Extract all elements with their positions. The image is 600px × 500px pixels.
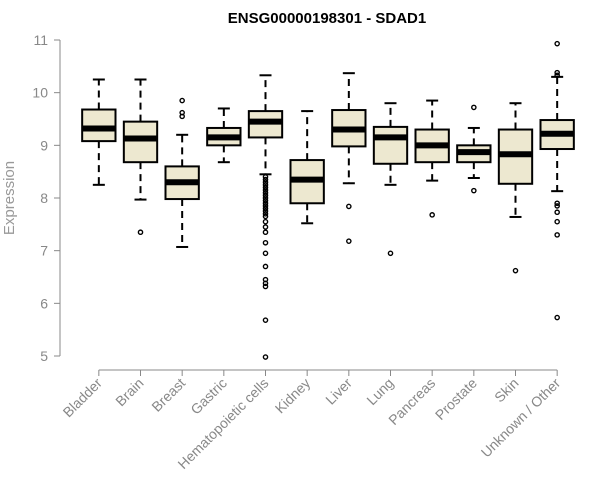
outlier-point: [387, 250, 394, 257]
box-skin: [497, 102, 534, 274]
x-tick-label: Breast: [148, 375, 188, 415]
box-series: [81, 40, 575, 360]
outlier-point: [262, 174, 269, 180]
outlier-point: [554, 69, 560, 76]
box-hematopoietic-cells: [247, 74, 284, 360]
x-tick-label: Skin: [491, 375, 522, 406]
box-liver: [331, 72, 367, 244]
box-kidney: [289, 110, 325, 225]
y-axis: 5 6 7 8 9 10 11: [32, 32, 61, 364]
outlier-point: [262, 283, 269, 290]
outlier-point: [262, 224, 269, 230]
outlier-point: [262, 218, 269, 225]
box-lung: [372, 102, 409, 257]
x-tick-label: Prostate: [432, 375, 480, 423]
outlier-point: [554, 40, 560, 47]
outlier-point: [262, 317, 269, 323]
outlier-point: [262, 229, 269, 236]
outlier-point: [262, 354, 269, 360]
outlier-point: [262, 182, 269, 188]
outlier-point: [262, 187, 269, 193]
box-iqr: [122, 120, 159, 164]
y-tick-label: 5: [40, 348, 48, 364]
outlier-point: [262, 195, 269, 201]
x-tick-label: Lung: [363, 375, 396, 408]
outlier-point: [346, 203, 352, 210]
y-axis-label: Expression: [1, 161, 18, 235]
box-pancreas: [414, 99, 450, 218]
x-tick-label: Brain: [112, 375, 146, 409]
outlier-point: [262, 203, 269, 209]
x-tick-label: Bladder: [60, 375, 106, 421]
outlier-point: [554, 203, 560, 209]
box-brain: [122, 78, 159, 236]
outlier-point: [262, 263, 269, 270]
chart-title: ENSG00000198301 - SDAD1: [228, 10, 426, 27]
y-tick-label: 11: [33, 32, 48, 48]
outlier-point: [262, 184, 269, 191]
outlier-point: [554, 72, 560, 79]
outlier-point: [346, 238, 352, 244]
outlier-point: [471, 104, 477, 111]
outlier-point: [554, 232, 560, 238]
outlier-point: [262, 179, 269, 185]
outlier-point: [262, 280, 269, 287]
outlier-point: [262, 189, 269, 196]
outlier-point: [262, 192, 269, 199]
outlier-point: [262, 250, 269, 257]
outlier-point: [262, 197, 269, 204]
outlier-point: [554, 209, 560, 216]
box-prostate: [456, 104, 492, 194]
outlier-point: [262, 210, 269, 217]
box-bladder: [81, 78, 117, 186]
box-gastric: [206, 107, 242, 164]
outlier-point: [471, 187, 477, 194]
outlier-point: [512, 267, 519, 274]
x-tick-label: Kidney: [272, 375, 314, 417]
outlier-point: [554, 218, 560, 225]
box-iqr: [372, 125, 409, 165]
outlier-point: [554, 314, 560, 321]
outlier-point: [262, 239, 269, 246]
box-breast: [164, 97, 200, 248]
outlier-point: [137, 229, 144, 236]
outlier-point: [262, 208, 269, 214]
outlier-point: [262, 200, 269, 207]
outlier-point: [554, 200, 560, 207]
y-tick-label: 9: [40, 137, 48, 153]
outlier-point: [262, 205, 269, 212]
box-iqr: [81, 108, 117, 143]
outlier-point: [262, 213, 269, 220]
x-tick-label: Unknown / Other: [478, 375, 564, 461]
outlier-point: [179, 97, 185, 104]
outlier-point: [429, 212, 435, 218]
outlier-point: [262, 176, 269, 183]
y-tick-label: 6: [40, 295, 48, 311]
x-tick-label: Liver: [322, 375, 355, 408]
y-tick-label: 7: [40, 243, 48, 259]
outlier-point: [179, 113, 185, 120]
box-unknown-other: [539, 40, 575, 321]
y-tick-label: 8: [40, 190, 48, 206]
y-tick-label: 10: [32, 85, 48, 101]
